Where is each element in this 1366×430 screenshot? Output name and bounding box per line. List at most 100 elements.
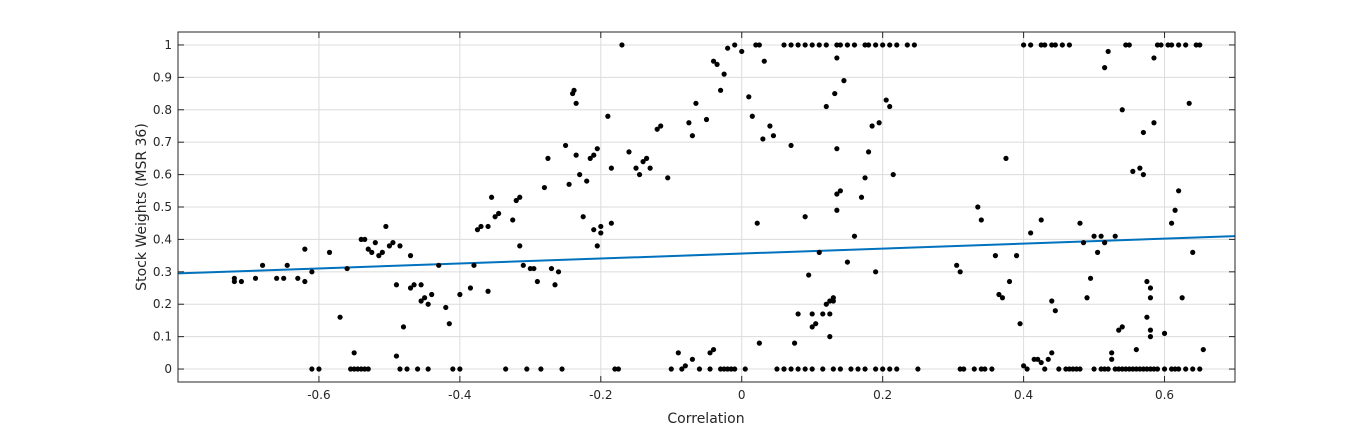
data-point xyxy=(337,314,343,320)
data-point xyxy=(344,265,350,272)
data-point xyxy=(1084,295,1090,301)
data-point xyxy=(231,278,237,285)
data-point xyxy=(707,366,713,372)
data-point xyxy=(689,133,696,139)
data-point xyxy=(739,48,745,55)
data-point xyxy=(791,340,798,346)
data-point xyxy=(295,275,301,281)
data-point xyxy=(844,259,851,265)
data-point xyxy=(710,58,717,64)
data-point xyxy=(1158,42,1164,48)
data-point xyxy=(788,142,794,149)
data-point xyxy=(1168,220,1175,226)
data-point xyxy=(302,278,308,285)
data-point xyxy=(598,230,604,236)
data-point xyxy=(1105,48,1111,55)
data-point xyxy=(693,100,699,106)
data-point xyxy=(393,282,400,288)
data-point xyxy=(541,184,548,191)
data-point xyxy=(686,120,692,126)
grid-lines xyxy=(178,32,1235,382)
data-point xyxy=(806,272,812,278)
data-point xyxy=(1183,42,1189,48)
data-point xyxy=(376,253,382,259)
data-point xyxy=(665,175,671,181)
data-point xyxy=(658,123,664,129)
data-point xyxy=(369,249,375,255)
data-point xyxy=(996,291,1002,298)
data-point xyxy=(1038,359,1044,366)
data-point xyxy=(496,210,502,217)
data-point xyxy=(696,366,703,372)
data-point xyxy=(834,207,840,213)
data-point xyxy=(1052,42,1058,48)
x-tick-label: -0.6 xyxy=(307,388,330,402)
data-point xyxy=(1042,366,1048,372)
data-point xyxy=(365,246,371,252)
data-point xyxy=(911,42,917,48)
x-tick-label: 0.6 xyxy=(1155,388,1174,402)
data-point xyxy=(573,100,579,106)
data-point xyxy=(862,175,868,181)
data-point xyxy=(756,42,762,48)
data-point xyxy=(837,366,843,372)
data-point xyxy=(429,291,435,298)
data-point xyxy=(1102,65,1108,71)
x-axis-label: Correlation xyxy=(667,411,744,427)
data-point xyxy=(721,71,727,77)
data-point xyxy=(707,350,713,356)
data-point xyxy=(1013,253,1020,259)
data-point xyxy=(725,45,731,51)
y-tick-label: 0.7 xyxy=(153,135,172,149)
data-point xyxy=(813,321,819,327)
data-point xyxy=(545,155,551,161)
data-point xyxy=(566,181,572,187)
data-point xyxy=(1140,171,1146,178)
y-tick-label: 0.2 xyxy=(153,297,172,311)
data-point xyxy=(1087,275,1094,281)
data-point xyxy=(471,262,477,268)
data-point xyxy=(816,42,822,48)
data-point xyxy=(397,243,403,249)
y-tick-label: 0.6 xyxy=(153,168,172,182)
data-point xyxy=(710,346,717,353)
data-point xyxy=(834,146,840,152)
data-point xyxy=(1098,233,1104,239)
data-point xyxy=(1183,366,1189,372)
data-point xyxy=(851,233,858,239)
data-point xyxy=(626,149,632,155)
data-point xyxy=(1197,366,1203,372)
data-point xyxy=(1172,207,1178,213)
data-point xyxy=(1109,350,1115,356)
data-point xyxy=(823,301,829,307)
data-point xyxy=(492,214,498,220)
data-point xyxy=(756,340,762,346)
data-point xyxy=(1045,356,1051,362)
data-point xyxy=(837,188,843,194)
data-point xyxy=(675,350,681,356)
data-point xyxy=(443,304,449,311)
data-point xyxy=(809,311,815,317)
data-point xyxy=(422,295,428,301)
data-point xyxy=(809,366,815,372)
data-point xyxy=(1028,230,1034,236)
data-point xyxy=(573,152,579,158)
data-point xyxy=(802,366,808,372)
data-point xyxy=(830,295,836,301)
data-point xyxy=(587,155,593,161)
data-point xyxy=(608,165,614,171)
data-point xyxy=(418,282,424,288)
data-point xyxy=(844,42,851,48)
data-point xyxy=(1112,233,1118,239)
fit-line-layer xyxy=(177,235,1236,275)
data-point xyxy=(1119,107,1125,113)
data-point xyxy=(619,42,625,48)
data-point xyxy=(830,366,836,372)
data-point xyxy=(827,334,833,340)
data-point xyxy=(682,363,688,369)
data-point xyxy=(865,42,872,48)
data-point xyxy=(457,291,463,298)
data-point xyxy=(770,133,777,139)
data-point xyxy=(281,275,287,281)
data-point xyxy=(524,366,530,372)
